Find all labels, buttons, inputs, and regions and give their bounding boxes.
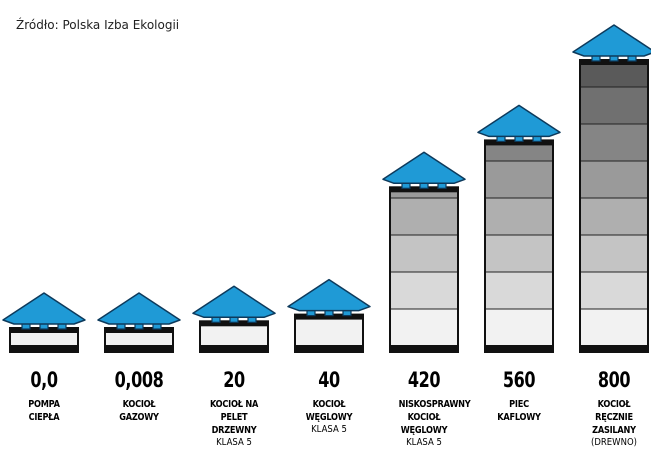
category-sublabel: KLASA 5 <box>311 424 347 435</box>
chimney-rim <box>579 60 649 65</box>
chimney-band <box>484 271 554 310</box>
chimney-rim <box>294 314 364 320</box>
category-label: POMPA CIEPŁA <box>28 399 60 423</box>
chimney-band <box>484 197 554 236</box>
chimney-band <box>484 234 554 273</box>
chimney <box>2 292 86 353</box>
chimney-band <box>389 197 459 236</box>
chimney-rim <box>104 327 174 333</box>
chimney-cap <box>97 292 181 325</box>
category-label: KOCIOŁ RĘCZNIE ZASILANY <box>592 399 636 436</box>
chimney-cap <box>572 24 651 57</box>
chimney <box>382 151 466 353</box>
chimney-foot <box>104 346 174 353</box>
chimney-foot <box>294 346 364 353</box>
value-label: 0,008 <box>114 368 164 392</box>
value-label: 800 <box>597 368 631 392</box>
chimney <box>97 292 181 353</box>
chimney <box>192 285 276 353</box>
value-label: 420 <box>407 368 441 392</box>
chimney-foot <box>579 346 649 353</box>
category-label: KOCIOŁ GAZOWY <box>119 399 159 423</box>
chimney-band <box>484 308 554 347</box>
chimney-band <box>389 308 459 347</box>
value-label: 0,0 <box>30 368 58 392</box>
chimney-band <box>579 308 649 347</box>
chimney-band <box>389 234 459 273</box>
chimney-cap <box>477 104 561 138</box>
chimney-band <box>579 197 649 236</box>
chimney <box>477 104 561 353</box>
chimney-band <box>579 271 649 310</box>
chimney-rim <box>484 140 554 146</box>
chimney-foot <box>389 346 459 353</box>
chimney <box>287 278 371 353</box>
chimney-cap <box>287 278 371 312</box>
chimney-rim <box>389 187 459 193</box>
category-sublabel: (DREWNO) <box>591 437 637 448</box>
category-label: KOCIOŁ WĘGLOWY <box>305 399 353 423</box>
subtitle: Źródło: Polska Izba Ekologii <box>16 18 180 32</box>
chimney-band <box>389 271 459 310</box>
chimney-band <box>579 123 649 162</box>
category-sublabel: KLASA 5 <box>216 437 252 448</box>
value-label: 20 <box>223 368 245 392</box>
value-label: 560 <box>502 368 536 392</box>
category-sublabel: KLASA 5 <box>406 437 442 448</box>
category-label: PIEC KAFLOWY <box>497 399 541 423</box>
chimney-rim <box>199 321 269 327</box>
chimney-foot <box>199 346 269 353</box>
chimney-rim <box>9 328 79 333</box>
chimney-cap <box>2 292 86 325</box>
chimney-band <box>484 160 554 199</box>
chimney-band <box>579 160 649 199</box>
chimney-foot <box>484 346 554 353</box>
chimney <box>572 24 651 353</box>
chimney-band <box>579 234 649 273</box>
chimney-cap <box>192 285 276 319</box>
category-label: KOCIOŁ NA PELET DRZEWNY <box>209 399 259 436</box>
chimney-band <box>579 86 649 125</box>
value-label: 40 <box>318 368 340 392</box>
chimney-foot <box>9 346 79 353</box>
category-label: NISKOSPRAWNY KOCIOŁ WĘGLOWY <box>398 399 471 436</box>
chimney-cap <box>382 151 466 185</box>
